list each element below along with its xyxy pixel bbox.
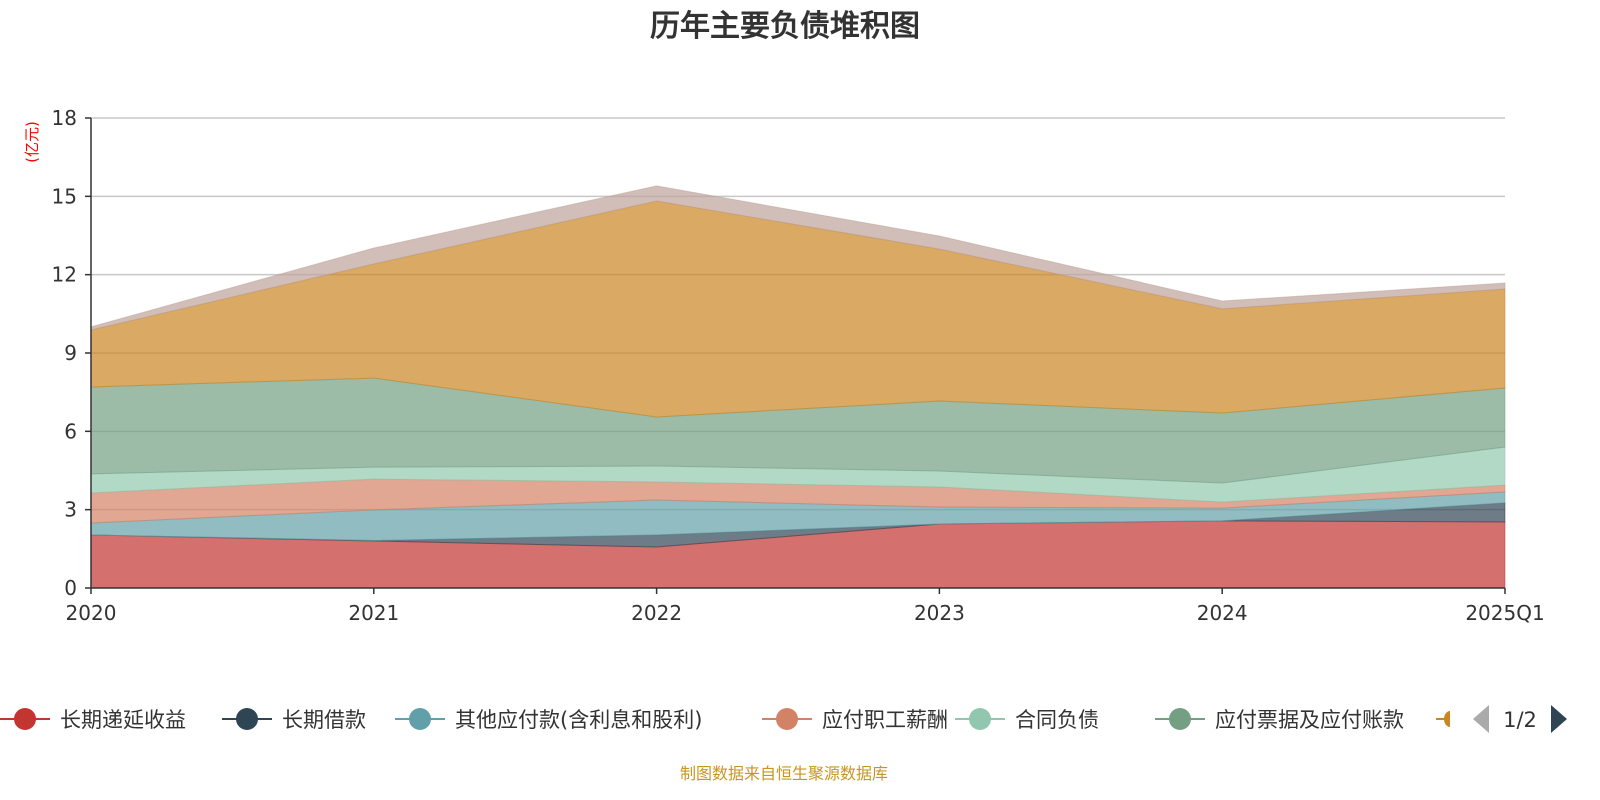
- x-tick-label: 2020: [66, 601, 117, 625]
- legend-marker-icon: [1169, 708, 1191, 730]
- x-tick-label: 2022: [631, 601, 682, 625]
- y-tick-label: 18: [52, 106, 77, 130]
- x-tick-label: 2023: [914, 601, 965, 625]
- legend-item-1[interactable]: 长期递延收益: [0, 708, 186, 732]
- legend-item-5[interactable]: 合同负债: [955, 708, 1099, 732]
- legend-marker-icon: [969, 708, 991, 730]
- x-tick-label: 2025Q1: [1465, 601, 1544, 625]
- legend-marker-icon: [409, 708, 431, 730]
- chart-title: 历年主要负债堆积图: [650, 9, 920, 44]
- y-tick-label: 15: [52, 184, 77, 208]
- legend-label: 长期借款: [282, 708, 366, 732]
- legend-next-page-icon[interactable]: [1551, 705, 1567, 733]
- y-tick-label: 3: [64, 498, 77, 522]
- legend-marker-icon: [14, 708, 36, 730]
- legend-label: 长期递延收益: [60, 708, 186, 732]
- source-note: 制图数据来自恒生聚源数据库: [680, 764, 888, 783]
- y-tick-label: 9: [64, 341, 77, 365]
- legend-marker-icon: [776, 708, 798, 730]
- legend-item-6[interactable]: 应付票据及应付账款: [1155, 708, 1404, 732]
- legend-label: 应付票据及应付账款: [1215, 708, 1404, 732]
- legend-marker-icon: [1444, 711, 1450, 727]
- legend-item-4[interactable]: 应付职工薪酬: [762, 708, 948, 732]
- legend-prev-page-icon[interactable]: [1473, 705, 1489, 733]
- x-tick-label: 2024: [1197, 601, 1248, 625]
- legend-page-indicator: 1/2: [1503, 708, 1537, 732]
- y-tick-label: 6: [64, 419, 77, 443]
- area-series-8: [90, 185, 1506, 331]
- legend-label: 其他应付款(含利息和股利): [455, 708, 702, 732]
- legend-label: 应付职工薪酬: [822, 708, 948, 732]
- x-tick-label: 2021: [348, 601, 399, 625]
- legend-item-3[interactable]: 其他应付款(含利息和股利): [395, 708, 702, 732]
- y-tick-label: 0: [64, 576, 77, 600]
- legend-item-7[interactable]: [1436, 711, 1450, 727]
- legend-item-2[interactable]: 长期借款: [222, 708, 366, 732]
- legend-label: 合同负债: [1015, 708, 1099, 732]
- y-axis-unit: (亿元): [23, 121, 41, 163]
- y-tick-label: 12: [52, 263, 77, 287]
- legend-marker-icon: [236, 708, 258, 730]
